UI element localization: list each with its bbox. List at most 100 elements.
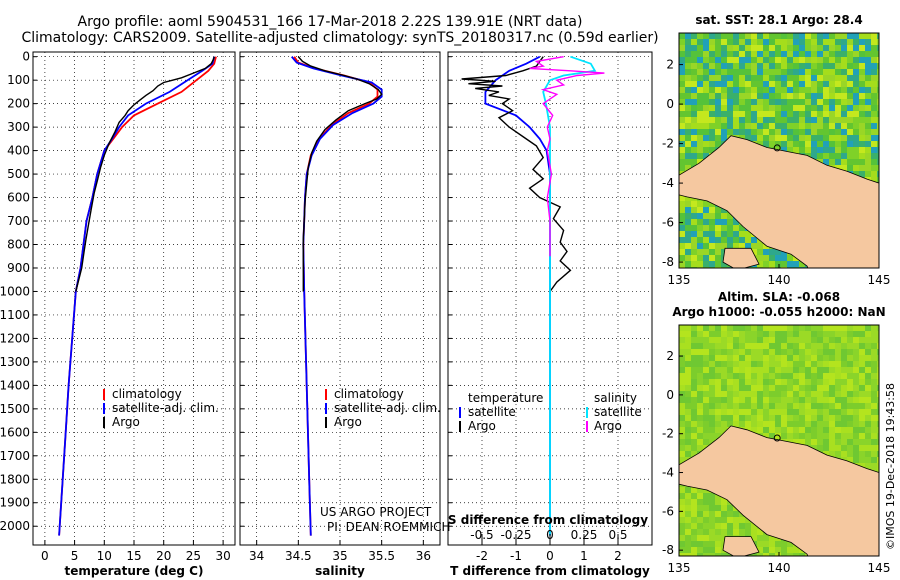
map-cell bbox=[823, 427, 829, 433]
map-cell bbox=[751, 129, 757, 135]
map-cell bbox=[823, 135, 829, 141]
legend-label: climatology bbox=[334, 387, 404, 401]
map-cell bbox=[811, 69, 817, 75]
map-cell bbox=[805, 373, 811, 379]
map-cell bbox=[859, 409, 865, 415]
map-cell bbox=[745, 123, 751, 129]
map-cell bbox=[871, 45, 877, 51]
map-cell bbox=[757, 331, 763, 337]
map-cell bbox=[709, 129, 715, 135]
map-cell bbox=[877, 51, 879, 57]
map-cell bbox=[877, 415, 879, 421]
map-cell bbox=[763, 403, 769, 409]
map-cell bbox=[877, 385, 879, 391]
map-cell bbox=[685, 63, 691, 69]
map-cell bbox=[817, 45, 823, 51]
map-cell bbox=[709, 57, 715, 63]
map-cell bbox=[853, 325, 859, 331]
map-cell bbox=[799, 87, 805, 93]
map-cell bbox=[727, 361, 733, 367]
map-cell bbox=[871, 129, 877, 135]
map-cell bbox=[877, 81, 879, 87]
map-cell bbox=[799, 129, 805, 135]
map-cell bbox=[733, 111, 739, 117]
map-cell bbox=[781, 361, 787, 367]
map-cell bbox=[829, 129, 835, 135]
map-cell bbox=[817, 373, 823, 379]
map-cell bbox=[757, 355, 763, 361]
map-cell bbox=[847, 331, 853, 337]
map-cell bbox=[691, 153, 697, 159]
map-cell bbox=[745, 63, 751, 69]
map-cell bbox=[793, 343, 799, 349]
map-cell bbox=[865, 63, 871, 69]
map-cell bbox=[691, 87, 697, 93]
map-cell bbox=[817, 33, 823, 39]
map-cell bbox=[679, 505, 685, 511]
map-cell bbox=[793, 391, 799, 397]
map-cell bbox=[859, 385, 865, 391]
map-cell bbox=[799, 349, 805, 355]
x-tick-label: 30 bbox=[215, 549, 230, 563]
map-cell bbox=[745, 385, 751, 391]
map-cell bbox=[877, 373, 879, 379]
map-cell bbox=[757, 415, 763, 421]
map-cell bbox=[745, 373, 751, 379]
map-cell bbox=[853, 75, 859, 81]
map-cell bbox=[811, 409, 817, 415]
map-cell bbox=[733, 105, 739, 111]
map-cell bbox=[715, 547, 721, 553]
map-field bbox=[679, 325, 879, 556]
map-cell bbox=[721, 39, 727, 45]
map-cell bbox=[865, 159, 871, 165]
x2-tick-label: 0.5 bbox=[608, 528, 627, 542]
map-cell bbox=[835, 45, 841, 51]
map-y-tick-label: 2 bbox=[666, 58, 674, 72]
map-cell bbox=[799, 385, 805, 391]
map-cell bbox=[697, 261, 703, 267]
map-cell bbox=[805, 391, 811, 397]
map-cell bbox=[685, 237, 691, 243]
x2-tick-label: -0.25 bbox=[500, 528, 531, 542]
map-cell bbox=[823, 81, 829, 87]
map-cell bbox=[829, 379, 835, 385]
map-cell bbox=[817, 117, 823, 123]
map-cell bbox=[775, 391, 781, 397]
map-cell bbox=[751, 337, 757, 343]
map-cell bbox=[817, 433, 823, 439]
map-cell bbox=[757, 385, 763, 391]
map-cell bbox=[697, 93, 703, 99]
map-cell bbox=[739, 33, 745, 39]
map-cell bbox=[793, 349, 799, 355]
map-cell bbox=[853, 427, 859, 433]
map-cell bbox=[853, 39, 859, 45]
map-cell bbox=[733, 403, 739, 409]
map-y-tick-label: -8 bbox=[662, 255, 674, 269]
map-cell bbox=[679, 123, 685, 129]
map-cell bbox=[793, 397, 799, 403]
map-cell bbox=[715, 213, 721, 219]
map-cell bbox=[799, 415, 805, 421]
map-cell bbox=[781, 33, 787, 39]
map-cell bbox=[823, 433, 829, 439]
map-cell bbox=[841, 45, 847, 51]
map-cell bbox=[775, 39, 781, 45]
map-cell bbox=[781, 117, 787, 123]
map-cell bbox=[835, 445, 841, 451]
y-tick-label: 100 bbox=[7, 73, 30, 87]
map-cell bbox=[847, 45, 853, 51]
map-cell bbox=[685, 403, 691, 409]
map-cell bbox=[685, 439, 691, 445]
map-cell bbox=[787, 433, 793, 439]
map-cell bbox=[829, 409, 835, 415]
map-cell bbox=[703, 141, 709, 147]
map-cell bbox=[865, 421, 871, 427]
map-cell bbox=[847, 421, 853, 427]
map-cell bbox=[775, 45, 781, 51]
map-cell bbox=[829, 451, 835, 457]
map-cell bbox=[733, 511, 739, 517]
map-cell bbox=[769, 123, 775, 129]
map-cell bbox=[877, 427, 879, 433]
map-cell bbox=[817, 445, 823, 451]
map-cell bbox=[865, 409, 871, 415]
